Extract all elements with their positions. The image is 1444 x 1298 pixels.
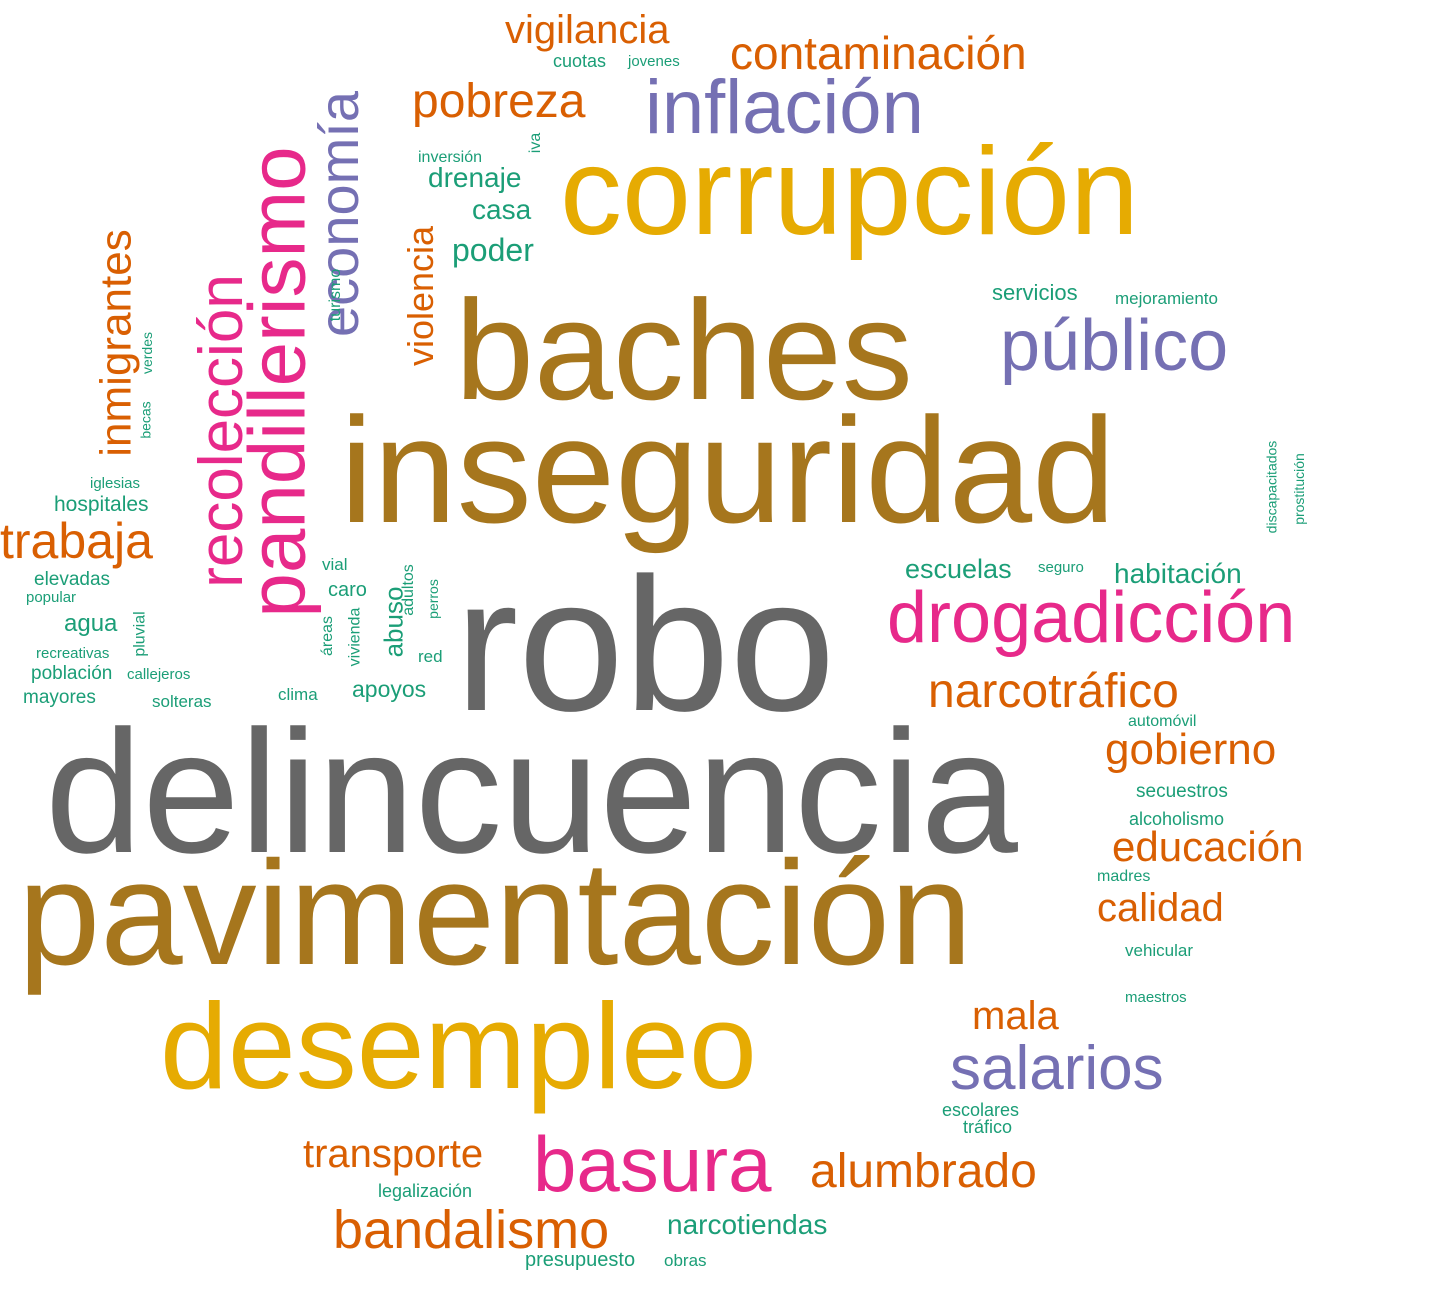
word-vigilancia: vigilancia xyxy=(505,8,670,52)
word-trafico: tráfico xyxy=(963,1117,1013,1137)
word-agua: agua xyxy=(64,610,118,637)
word-alumbrado: alumbrado xyxy=(810,1145,1037,1198)
word-educacion: educación xyxy=(1112,823,1304,870)
word-escuelas: escuelas xyxy=(905,554,1012,584)
word-legalizacion: legalización xyxy=(378,1181,473,1201)
word-vial: vial xyxy=(322,555,348,574)
word-robo: robo xyxy=(455,539,836,751)
word-mayores: mayores xyxy=(23,687,96,708)
word-perros: perros xyxy=(424,579,441,619)
word-escolares: escolares xyxy=(942,1100,1020,1120)
word-becas: becas xyxy=(137,401,154,439)
word-drenaje: drenaje xyxy=(428,162,522,193)
word-habitacion: habitación xyxy=(1114,558,1242,589)
word-seguro: seguro xyxy=(1038,559,1084,576)
word-recoleccion: recolección xyxy=(186,274,256,588)
word-vivienda: vivienda xyxy=(346,607,364,667)
word-baches: baches xyxy=(455,271,913,430)
word-violencia: violencia xyxy=(400,225,442,367)
word-pavimentacion: pavimentación xyxy=(18,831,973,996)
word-narcotrafico: narcotráfico xyxy=(928,665,1179,718)
word-alcoholismo: alcoholismo xyxy=(1129,809,1225,829)
word-bandalismo: bandalismo xyxy=(333,1200,610,1260)
word-inflacion: inflación xyxy=(645,65,924,150)
word-mejoramiento: mejoramiento xyxy=(1115,289,1218,308)
word-caro: caro xyxy=(328,579,367,601)
word-iva: iva xyxy=(527,132,545,154)
word-poblacion: población xyxy=(31,663,113,684)
word-popular: popular xyxy=(26,589,77,606)
word-vehicular: vehicular xyxy=(1125,941,1194,960)
word-solteras: solteras xyxy=(152,692,212,711)
word-secuestros: secuestros xyxy=(1136,781,1228,802)
word-casa: casa xyxy=(472,194,532,225)
word-verdes: verdes xyxy=(139,331,156,375)
word-apoyos: apoyos xyxy=(352,676,427,702)
word-basura: basura xyxy=(533,1120,772,1208)
word-hospitales: hospitales xyxy=(54,493,149,516)
word-presupuesto: presupuesto xyxy=(525,1249,636,1271)
word-servicios: servicios xyxy=(992,280,1078,305)
word-delincuencia: delincuencia xyxy=(45,695,1018,890)
word-publico: público xyxy=(1000,306,1229,386)
word-inversion: inversión xyxy=(418,149,483,166)
word-automovil: automóvil xyxy=(1128,713,1197,730)
word-contaminacion: contaminación xyxy=(730,27,1027,79)
word-iglesias: iglesias xyxy=(90,475,141,492)
word-turismo: turismo xyxy=(327,268,345,322)
word-clima: clima xyxy=(278,685,318,704)
word-calidad: calidad xyxy=(1097,886,1224,930)
word-pobreza: pobreza xyxy=(412,75,586,128)
word-salarios: salarios xyxy=(950,1034,1164,1103)
word-drogadiccion: drogadicción xyxy=(887,578,1296,658)
word-mala: mala xyxy=(972,994,1059,1038)
word-desempleo: desempleo xyxy=(160,978,757,1114)
word-red: red xyxy=(418,647,443,666)
word-madres: madres xyxy=(1097,868,1151,885)
word-discapacitados: discapacitados xyxy=(1263,440,1280,534)
word-transporte: transporte xyxy=(303,1132,484,1176)
word-obras: obras xyxy=(664,1251,707,1270)
word-corrupcion: corrupción xyxy=(560,123,1139,261)
word-pluvial: pluvial xyxy=(131,611,149,657)
word-recreativas: recreativas xyxy=(36,645,110,662)
word-elevadas: elevadas xyxy=(34,569,111,590)
word-inmigrantes: inmigrantes xyxy=(91,229,141,457)
word-adultos: adultos xyxy=(399,564,417,616)
word-narcotiendas: narcotiendas xyxy=(667,1209,828,1240)
word-trabaja: trabaja xyxy=(0,513,153,569)
word-cuotas: cuotas xyxy=(553,51,607,71)
word-poder: poder xyxy=(452,232,534,268)
word-prostitucion: prostitución xyxy=(1290,453,1307,525)
word-maestros: maestros xyxy=(1125,989,1187,1006)
word-gobierno: gobierno xyxy=(1105,725,1277,774)
word-inseguridad: inseguridad xyxy=(340,386,1116,554)
word-callejeros: callejeros xyxy=(127,666,191,683)
word-jovenes: jovenes xyxy=(628,53,680,70)
word-areas: áreas xyxy=(319,615,337,657)
